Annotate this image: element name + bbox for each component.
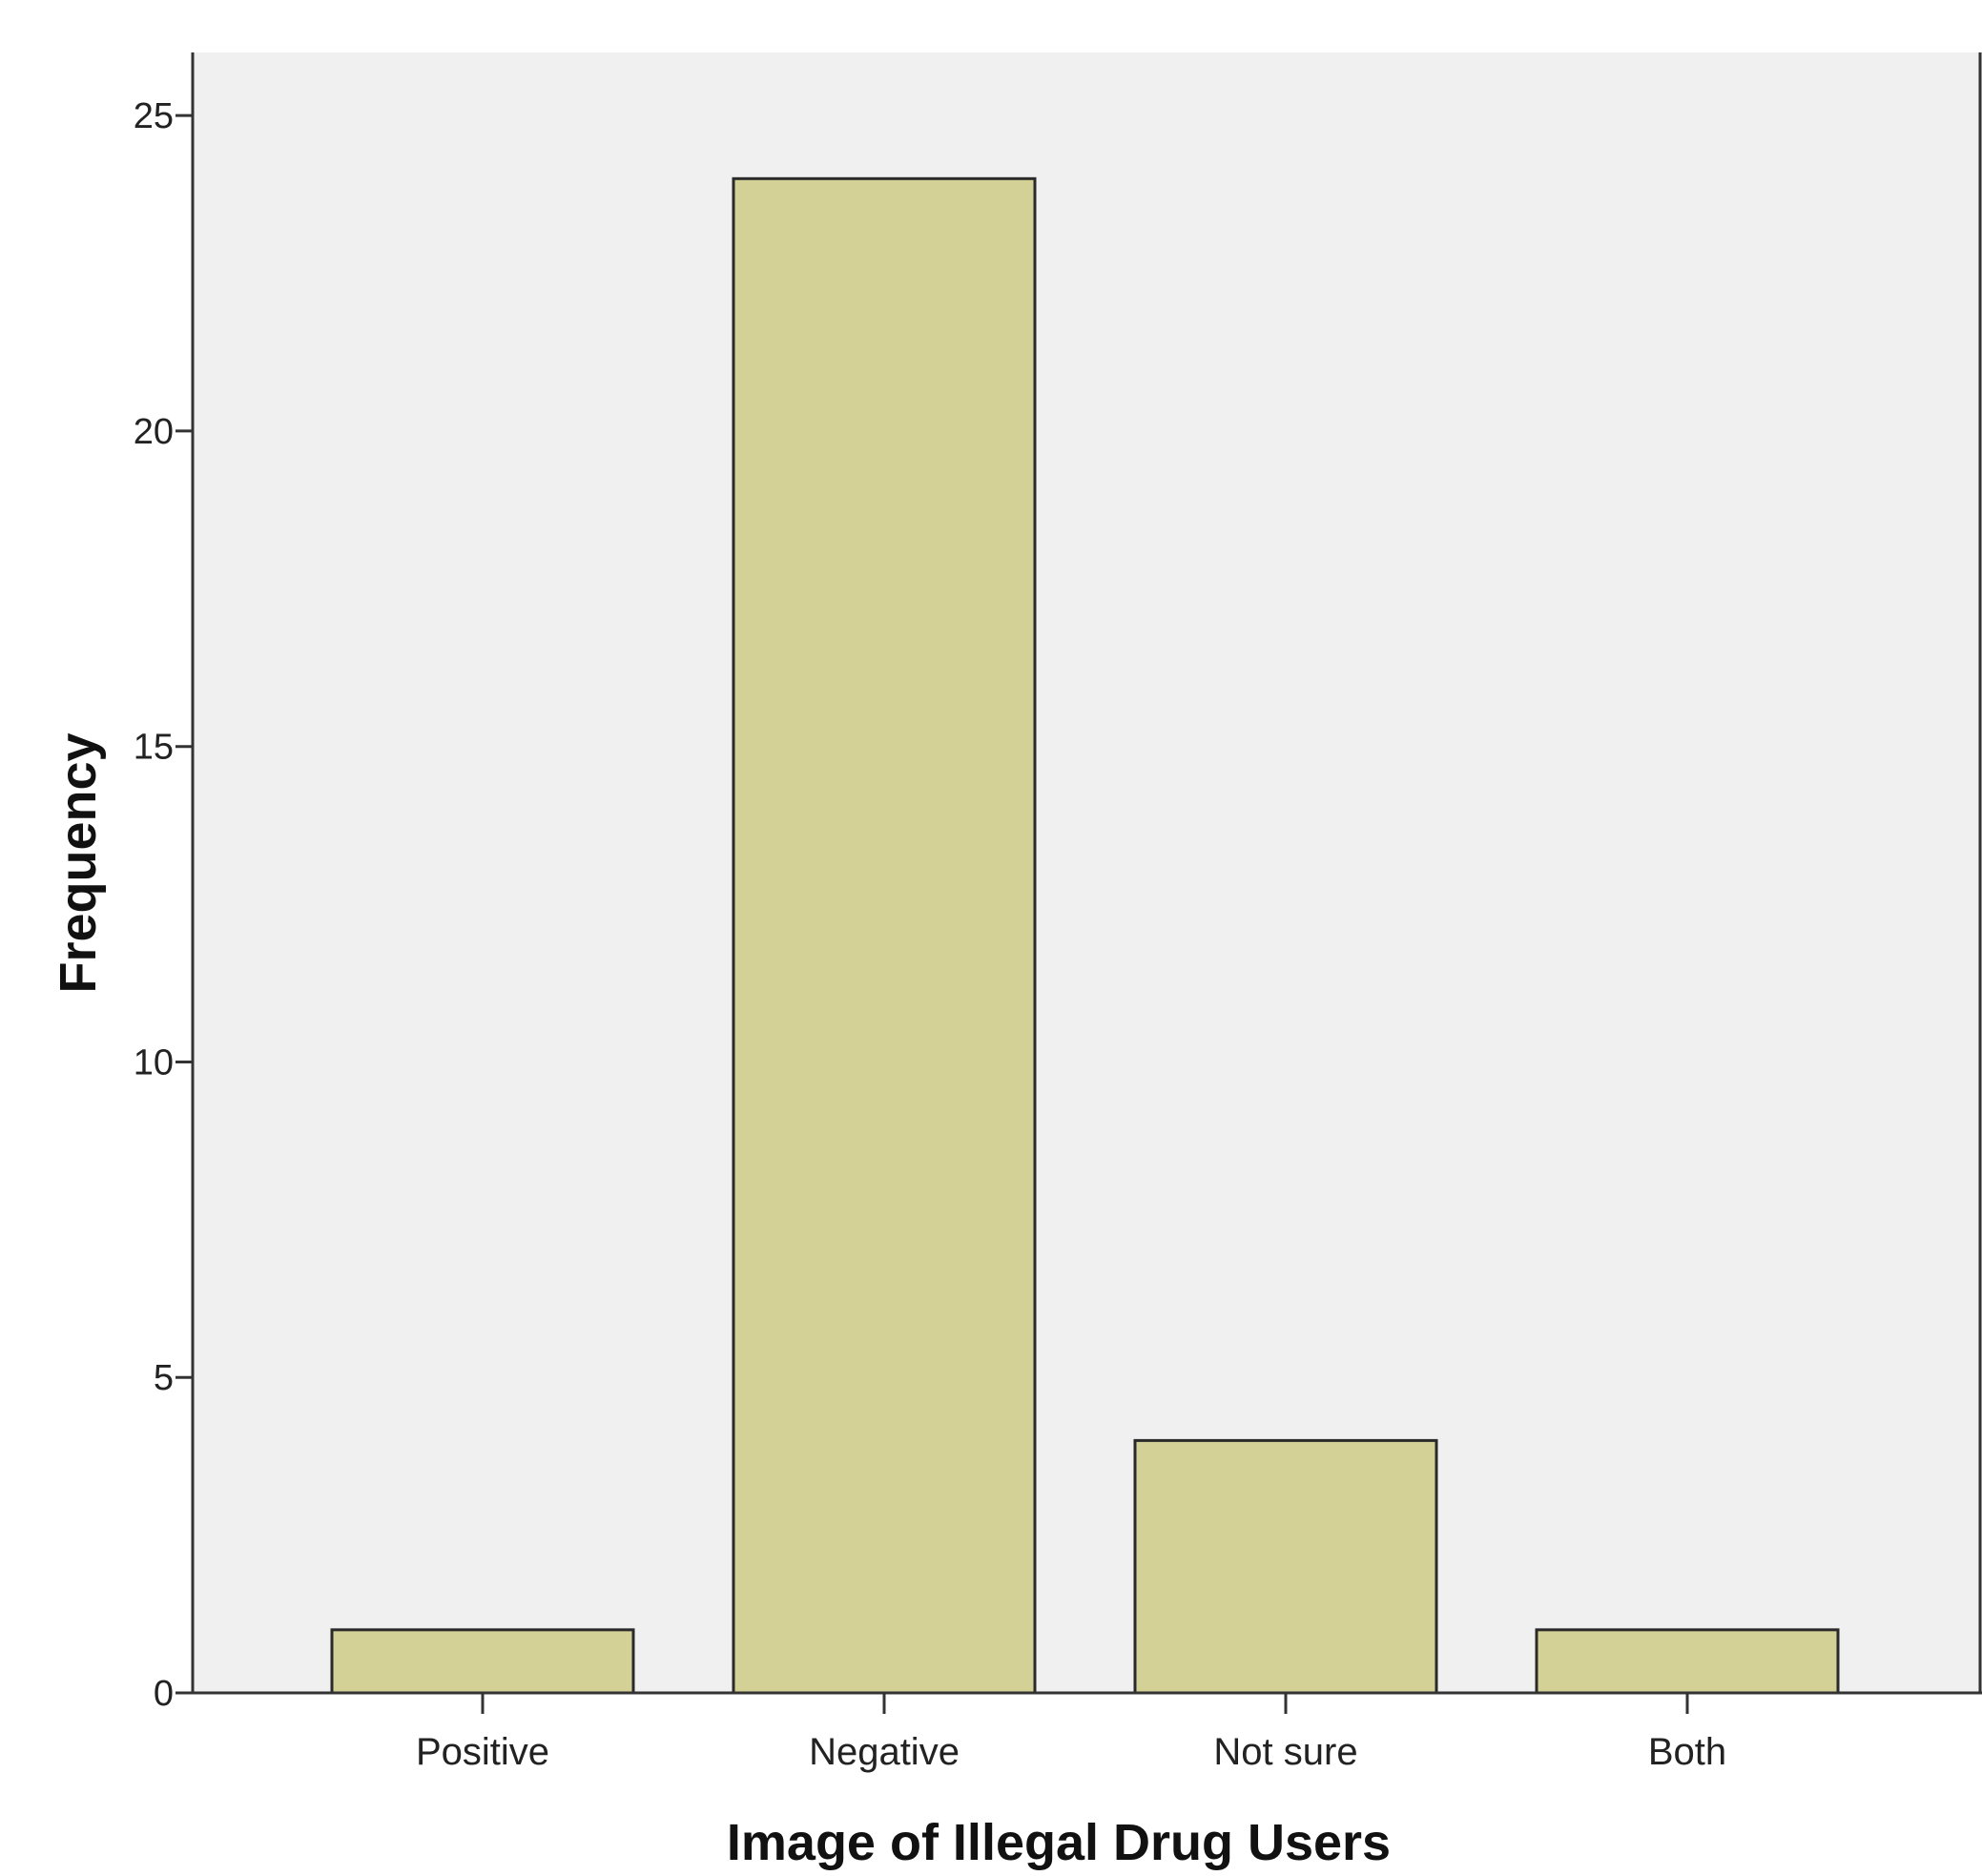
y-tick-label: 10 [134, 1042, 174, 1082]
y-tick-label: 15 [134, 728, 174, 768]
x-tick-label: Not sure [1213, 1731, 1357, 1773]
y-tick-label: 5 [154, 1358, 174, 1398]
bar-positive [330, 1628, 635, 1695]
bar-not-sure [1133, 1438, 1438, 1695]
x-axis-title: Image of Illegal Drug Users [727, 1814, 1391, 1871]
x-tick-label: Negative [809, 1731, 960, 1773]
y-ticks-group: 0 5 10 15 20 25 [134, 96, 193, 1714]
bar-both [1535, 1628, 1840, 1695]
bar-negative [732, 176, 1037, 1695]
bars-group [330, 176, 1840, 1695]
y-axis-title: Frequency [50, 732, 107, 993]
x-ticks-group: Positive Negative Not sure Both [416, 1693, 1726, 1773]
y-tick-label: 25 [134, 96, 174, 136]
x-tick-label: Both [1648, 1731, 1726, 1773]
plot-area [193, 52, 1982, 1693]
y-tick-label: 20 [134, 412, 174, 452]
axes-group [191, 52, 1982, 1695]
y-tick-label: 0 [154, 1674, 174, 1714]
x-tick-label: Positive [416, 1731, 549, 1773]
